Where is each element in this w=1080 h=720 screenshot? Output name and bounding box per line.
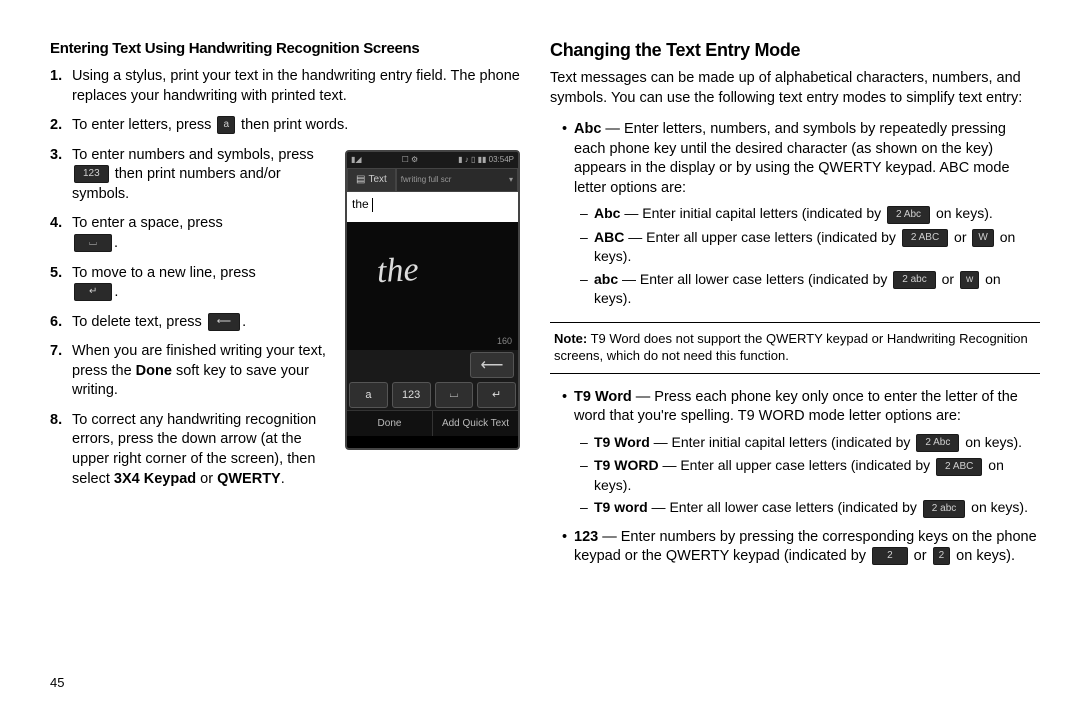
- abc-option-1: Abc — Enter initial capital letters (ind…: [580, 204, 1040, 223]
- step-7: When you are finished writing your text,…: [72, 342, 520, 401]
- key-enter-icon: ↵: [74, 283, 112, 301]
- t9-option-3: T9 word — Enter all lower case letters (…: [580, 498, 1040, 517]
- key-2abc-upper-icon: 2 ABC: [902, 229, 948, 247]
- mode-abc: Abc — Enter letters, numbers, and symbol…: [562, 120, 1040, 308]
- step-1: Using a stylus, print your text in the h…: [72, 67, 520, 106]
- mode-t9: T9 Word — Press each phone key only once…: [562, 388, 1040, 518]
- steps-list: Using a stylus, print your text in the h…: [50, 67, 520, 489]
- abc-option-3: abc — Enter all lower case letters (indi…: [580, 270, 1040, 308]
- key-space-icon: ⌴: [74, 234, 112, 252]
- right-heading: Changing the Text Entry Mode: [550, 40, 1040, 61]
- key-w-upper-icon: W: [972, 229, 993, 247]
- page-number: 45: [50, 675, 64, 690]
- right-column: Changing the Text Entry Mode Text messag…: [550, 40, 1040, 577]
- left-subheading: Entering Text Using Handwriting Recognit…: [50, 40, 520, 57]
- mode-list: Abc — Enter letters, numbers, and symbol…: [550, 120, 1040, 308]
- step-6: To delete text, press ⟵.: [72, 313, 520, 333]
- key-2abc-mixed-icon: 2 Abc: [887, 206, 930, 224]
- step-4: To enter a space, press ⌴.: [72, 214, 520, 253]
- key-2-wide-icon: 2: [872, 547, 908, 565]
- key-2abc-lower-icon: 2 abc: [893, 271, 935, 289]
- right-intro: Text messages can be made up of alphabet…: [550, 69, 1040, 108]
- key-123-icon: 123: [74, 165, 109, 183]
- key-2-narrow-icon: 2: [933, 547, 951, 565]
- mode-list-2: T9 Word — Press each phone key only once…: [550, 388, 1040, 567]
- step-5: To move to a new line, press ↵.: [72, 264, 520, 303]
- note-box: Note: T9 Word does not support the QWERT…: [550, 322, 1040, 374]
- abc-option-2: ABC — Enter all upper case letters (indi…: [580, 228, 1040, 266]
- mode-123: 123 — Enter numbers by pressing the corr…: [562, 528, 1040, 567]
- t9-option-1: T9 Word — Enter initial capital letters …: [580, 433, 1040, 452]
- left-column: Entering Text Using Handwriting Recognit…: [50, 40, 520, 577]
- t9-option-2: T9 WORD — Enter all upper case letters (…: [580, 456, 1040, 494]
- key-t9-upper-icon: 2 ABC: [936, 458, 982, 476]
- key-a-icon: a: [217, 116, 235, 134]
- key-delete-icon: ⟵: [208, 313, 240, 331]
- key-t9-mixed-icon: 2 Abc: [916, 434, 959, 452]
- step-2: To enter letters, press a then print wor…: [72, 116, 520, 136]
- key-t9-lower-icon: 2 abc: [923, 500, 965, 518]
- step-8: To correct any handwriting recognition e…: [72, 411, 520, 489]
- key-w-lower-icon: w: [960, 271, 979, 289]
- step-3: To enter numbers and symbols, press 123 …: [72, 146, 520, 205]
